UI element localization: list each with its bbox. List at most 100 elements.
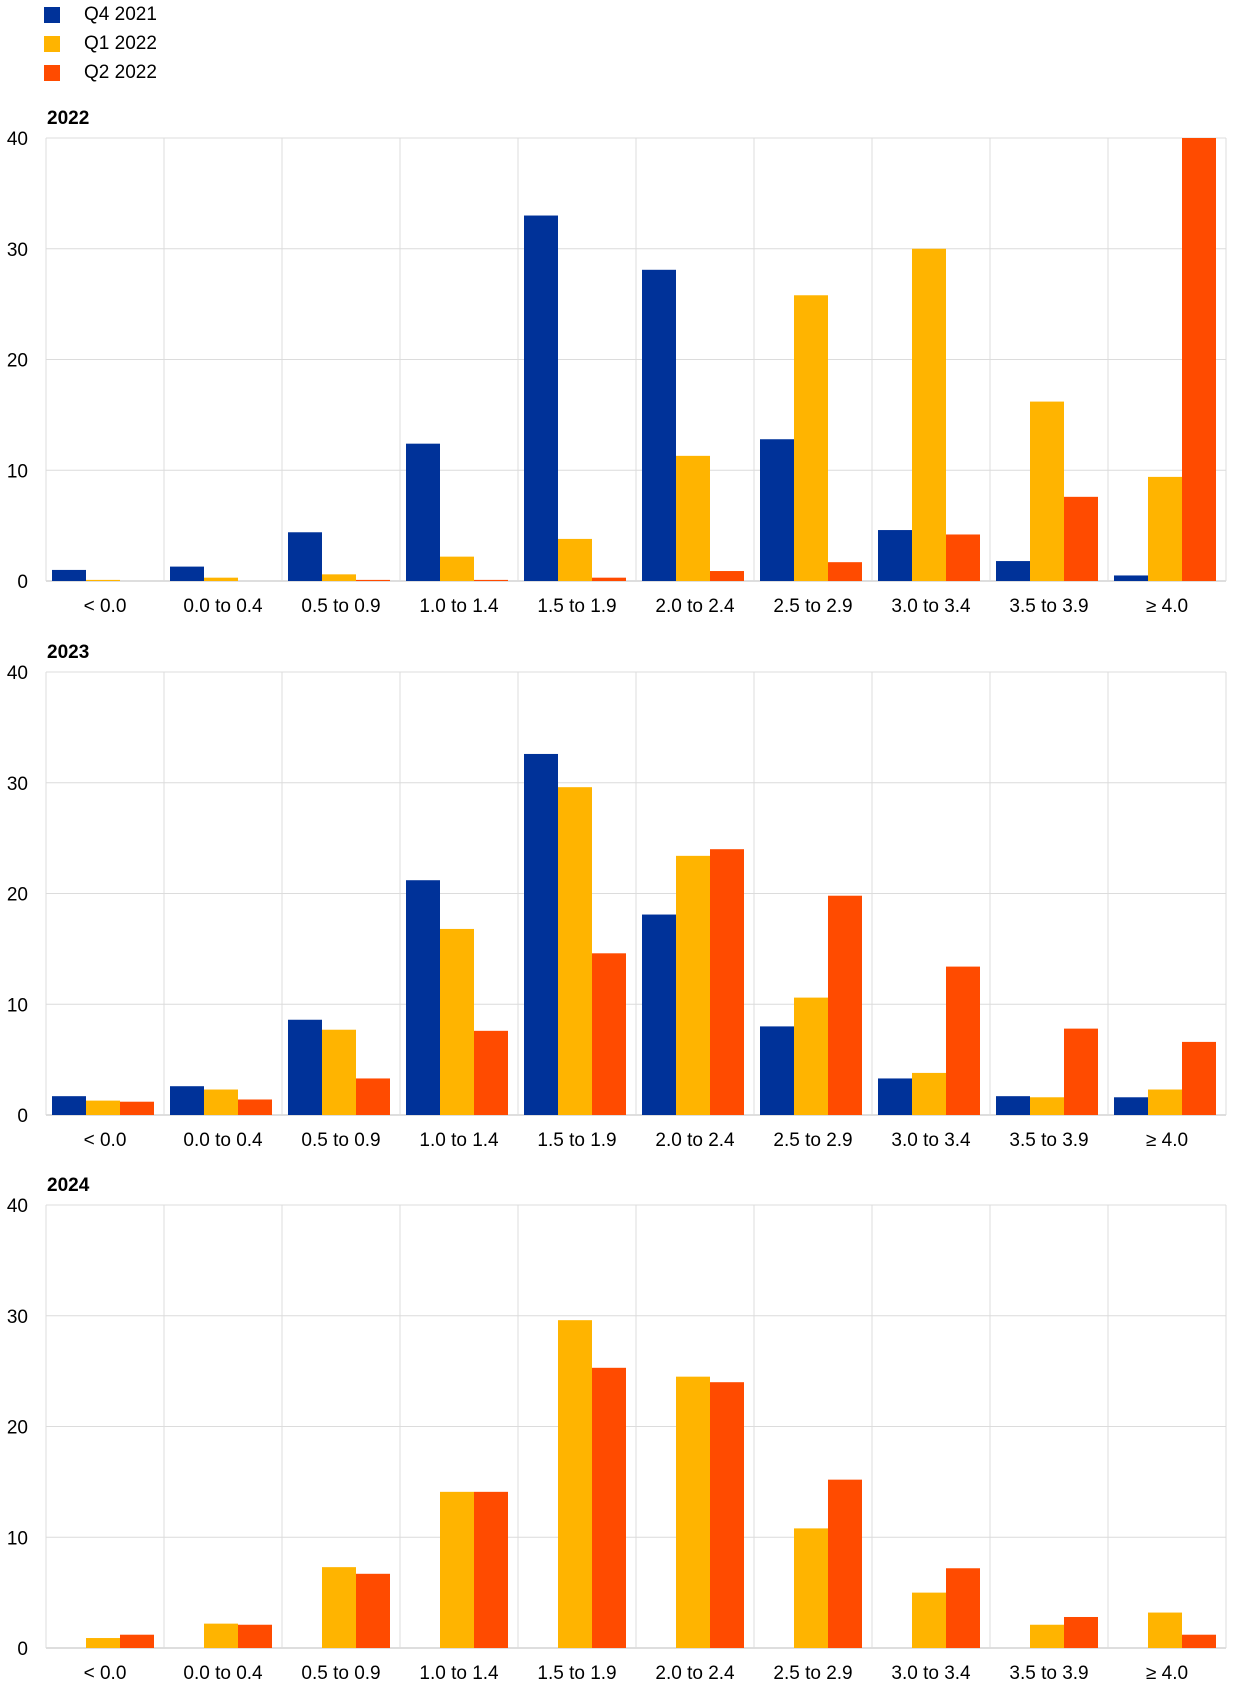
bar-q2-2022-2-0-to-2-4 <box>710 849 744 1115</box>
bar-q4-2021-2-0-to-2-4 <box>642 269 676 581</box>
legend-item-q1-2022: Q1 2022 <box>44 29 157 58</box>
bar-q1-2022-0-0-to-0-4 <box>204 1089 238 1115</box>
y-tick-label: 0 <box>17 572 28 593</box>
bar-q4-2021-1-0-to-1-4 <box>406 880 440 1115</box>
x-tick-label: ≥ 4.0 <box>1146 596 1188 617</box>
x-tick-label: 2.0 to 2.4 <box>655 1663 735 1684</box>
bar-q4-2021-3-5-to-3-9 <box>996 1096 1030 1115</box>
bar-q1-2022-3-0-to-3-4 <box>912 1072 946 1115</box>
bar-q1-2022-0-5-to-0-9 <box>322 1029 356 1115</box>
legend: Q4 2021 Q1 2022 Q2 2022 <box>44 0 157 87</box>
x-tick-label: 0.5 to 0.9 <box>301 596 380 617</box>
legend-label-q2-2022: Q2 2022 <box>84 61 157 83</box>
y-tick-label: 40 <box>7 663 28 684</box>
bar-q4-2021-1-5-to-1-9 <box>524 753 558 1115</box>
x-tick-label: 0.5 to 0.9 <box>301 1663 380 1684</box>
bar-q1-2022-1-5-to-1-9 <box>558 787 592 1115</box>
bar-q1-2022-2-5-to-2-9 <box>794 997 828 1115</box>
bar-q2-2022-2-0-to-2-4 <box>710 1382 744 1648</box>
bar-q2-2022-0-0 <box>120 1101 154 1115</box>
bar-q2-2022-0-0-to-0-4 <box>238 1099 272 1115</box>
legend-label-q1-2022: Q1 2022 <box>84 32 157 54</box>
legend-item-q4-2021: Q4 2021 <box>44 0 157 29</box>
legend-swatch-q2-2022 <box>44 64 60 81</box>
bar-q2-2022-3-5-to-3-9 <box>1064 1616 1098 1648</box>
bar-q2-2022-2-5-to-2-9 <box>828 562 862 581</box>
x-tick-label: 2.0 to 2.4 <box>655 1130 735 1151</box>
x-tick-label: 1.0 to 1.4 <box>419 1130 499 1151</box>
y-tick-label: 20 <box>7 885 28 906</box>
bar-q1-2022-2-0-to-2-4 <box>676 1376 710 1648</box>
bar-q2-2022-0-5-to-0-9 <box>356 579 390 581</box>
chart-title: 2023 <box>47 642 89 663</box>
bar-q4-2021-0-5-to-0-9 <box>288 532 322 581</box>
y-tick-label: 30 <box>7 1307 28 1328</box>
x-tick-label: 3.5 to 3.9 <box>1009 1130 1088 1151</box>
bar-q2-2022-3-5-to-3-9 <box>1064 1028 1098 1115</box>
bar-q1-2022-3-0-to-3-4 <box>912 248 946 581</box>
chart-panel-2024: 2024 0 10 20 30 40 < 0.0 0.0 to 0.4 0.5 to 0.9 1.… <box>7 1175 1227 1684</box>
bar-q1-2022-0-0 <box>86 579 120 581</box>
bar-q1-2022-4-0 <box>1148 1612 1182 1648</box>
bar-q1-2022-2-5-to-2-9 <box>794 1528 828 1648</box>
bar-q4-2021-2-0-to-2-4 <box>642 914 676 1115</box>
x-tick-label: < 0.0 <box>84 1663 127 1684</box>
bar-q1-2022-2-0-to-2-4 <box>676 855 710 1115</box>
bar-q4-2021-0-0 <box>52 1096 86 1115</box>
bar-q2-2022-0-5-to-0-9 <box>356 1573 390 1648</box>
bar-q4-2021-3-5-to-3-9 <box>996 561 1030 581</box>
bar-q4-2021-2-5-to-2-9 <box>760 439 794 581</box>
bar-q4-2021-2-5-to-2-9 <box>760 1026 794 1115</box>
x-tick-label: < 0.0 <box>84 596 127 617</box>
x-tick-label: < 0.0 <box>84 1130 127 1151</box>
x-tick-label: 0.0 to 0.4 <box>183 1663 263 1684</box>
y-tick-label: 0 <box>17 1106 28 1127</box>
x-tick-label: 0.0 to 0.4 <box>183 596 263 617</box>
y-tick-label: 10 <box>7 1528 28 1549</box>
bar-q1-2022-0-5-to-0-9 <box>322 574 356 581</box>
legend-swatch-q4-2021 <box>44 6 60 23</box>
bar-q1-2022-0-0 <box>86 1100 120 1115</box>
bar-q2-2022-3-0-to-3-4 <box>946 534 980 581</box>
bar-q4-2021-0-0-to-0-4 <box>170 566 204 581</box>
bar-q4-2021-0-5-to-0-9 <box>288 1019 322 1115</box>
bar-q1-2022-3-5-to-3-9 <box>1030 1097 1064 1115</box>
bar-q1-2022-1-0-to-1-4 <box>440 1491 474 1648</box>
x-tick-label: 2.5 to 2.9 <box>773 1130 852 1151</box>
y-tick-label: 0 <box>17 1639 28 1660</box>
bar-q2-2022-1-0-to-1-4 <box>474 1491 508 1648</box>
legend-item-q2-2022: Q2 2022 <box>44 58 157 87</box>
bar-q4-2021-3-0-to-3-4 <box>878 530 912 581</box>
bar-q4-2021-4-0 <box>1114 575 1148 581</box>
y-tick-label: 20 <box>7 1418 28 1439</box>
bar-q1-2022-1-0-to-1-4 <box>440 928 474 1115</box>
x-tick-label: 3.0 to 3.4 <box>891 1130 971 1151</box>
bar-q1-2022-0-5-to-0-9 <box>322 1567 356 1648</box>
bar-q2-2022-1-5-to-1-9 <box>592 953 626 1115</box>
x-tick-label: 1.0 to 1.4 <box>419 1663 499 1684</box>
bar-q1-2022-2-0-to-2-4 <box>676 455 710 581</box>
bar-q2-2022-3-5-to-3-9 <box>1064 496 1098 581</box>
x-tick-label: 1.5 to 1.9 <box>537 1130 616 1151</box>
y-tick-label: 20 <box>7 351 28 372</box>
x-tick-label: 2.5 to 2.9 <box>773 1663 852 1684</box>
chart-panel-2022: 2022 0 10 20 30 40 < 0.0 0.0 to 0.4 0.5 to 0.9 1.… <box>7 108 1227 617</box>
x-tick-label: 1.5 to 1.9 <box>537 1663 616 1684</box>
bar-q1-2022-1-0-to-1-4 <box>440 556 474 581</box>
y-tick-label: 30 <box>7 240 28 261</box>
chart-title: 2022 <box>47 108 89 129</box>
x-tick-label: 2.0 to 2.4 <box>655 596 735 617</box>
y-tick-label: 10 <box>7 461 28 482</box>
bar-q1-2022-1-5-to-1-9 <box>558 538 592 581</box>
bar-q2-2022-4-0 <box>1182 1634 1216 1648</box>
bar-q4-2021-1-0-to-1-4 <box>406 443 440 581</box>
bar-q2-2022-0-0 <box>120 1634 154 1648</box>
bar-q2-2022-1-5-to-1-9 <box>592 1367 626 1648</box>
x-tick-label: ≥ 4.0 <box>1146 1130 1188 1151</box>
bar-q1-2022-3-5-to-3-9 <box>1030 1624 1064 1648</box>
bar-q1-2022-4-0 <box>1148 1089 1182 1115</box>
legend-swatch-q1-2022 <box>44 35 60 52</box>
bar-q4-2021-3-0-to-3-4 <box>878 1078 912 1115</box>
bar-q1-2022-3-0-to-3-4 <box>912 1592 946 1648</box>
x-tick-label: 1.0 to 1.4 <box>419 596 499 617</box>
